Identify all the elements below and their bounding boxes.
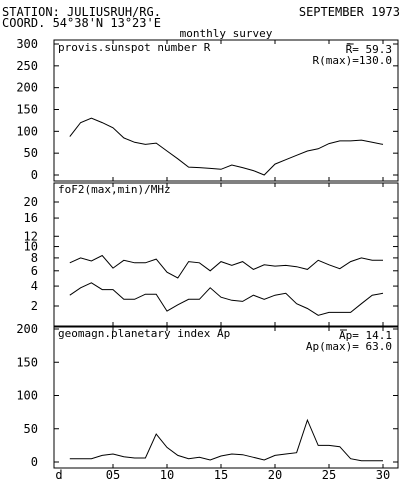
- y-tick-label: 12: [24, 229, 38, 243]
- x-tick-label: d: [55, 468, 62, 480]
- x-tick-label: 05: [106, 468, 120, 480]
- y-tick-label: 100: [16, 124, 38, 138]
- y-tick-label: 16: [24, 211, 38, 225]
- y-tick-label: 150: [16, 103, 38, 117]
- y-tick-label: 200: [16, 81, 38, 95]
- y-tick-label: 0: [31, 168, 38, 182]
- x-tick-label: 20: [268, 468, 282, 480]
- ap-max-label: Ap(max)= 63.0: [306, 340, 392, 353]
- y-tick-label: 0: [31, 455, 38, 469]
- x-tick-label: 10: [160, 468, 174, 480]
- station-label: STATION: JULIUSRUH/RG.: [2, 5, 161, 19]
- fof2-panel-title: foF2(max,min)/MHz: [58, 183, 171, 196]
- panel-frame: [53, 326, 399, 469]
- panel-frame: [53, 39, 399, 182]
- x-tick-label: 30: [376, 468, 390, 480]
- y-tick-label: 50: [24, 422, 38, 436]
- y-tick-label: 100: [16, 389, 38, 403]
- ap-panel: geomagn.planetary index Ap Āp= 14.1 Ap(…: [16, 322, 399, 469]
- x-tick-label: 25: [322, 468, 336, 480]
- y-tick-label: 4: [31, 279, 38, 293]
- y-tick-label: 20: [24, 195, 38, 209]
- sunspot-panel: provis.sunspot number R R̄= 59.3 R(max)=…: [16, 37, 399, 182]
- y-tick-label: 6: [31, 264, 38, 278]
- series-line-0: [69, 418, 383, 462]
- x-tick-label: 15: [214, 468, 228, 480]
- survey-subtitle: monthly survey: [180, 27, 273, 40]
- panel-frame: [53, 182, 399, 327]
- sunspot-mean-label: R̄= 59.3: [346, 43, 392, 56]
- sunspot-max-label: R(max)=130.0: [313, 54, 392, 67]
- x-axis: d 05 10 15 20 25 30: [55, 468, 390, 480]
- y-tick-label: 300: [16, 37, 38, 51]
- ap-mean-label: Āp= 14.1: [339, 329, 392, 342]
- series-line-1: [69, 282, 384, 316]
- coord-label: COORD. 54°38'N 13°23'E: [2, 16, 161, 30]
- series-line-0: [69, 117, 384, 176]
- y-tick-label: 200: [16, 322, 38, 336]
- y-tick-label: 2: [31, 299, 38, 313]
- y-tick-label: 250: [16, 59, 38, 73]
- ap-panel-title: geomagn.planetary index Ap: [58, 327, 230, 340]
- series-line-0: [69, 254, 383, 279]
- y-tick-label: 150: [16, 355, 38, 369]
- y-tick-label: 8: [31, 251, 38, 265]
- y-tick-label: 50: [24, 146, 38, 160]
- sunspot-panel-title: provis.sunspot number R: [58, 41, 211, 54]
- y-tick-label: 10: [24, 240, 38, 254]
- date-label: SEPTEMBER 1973: [299, 5, 400, 19]
